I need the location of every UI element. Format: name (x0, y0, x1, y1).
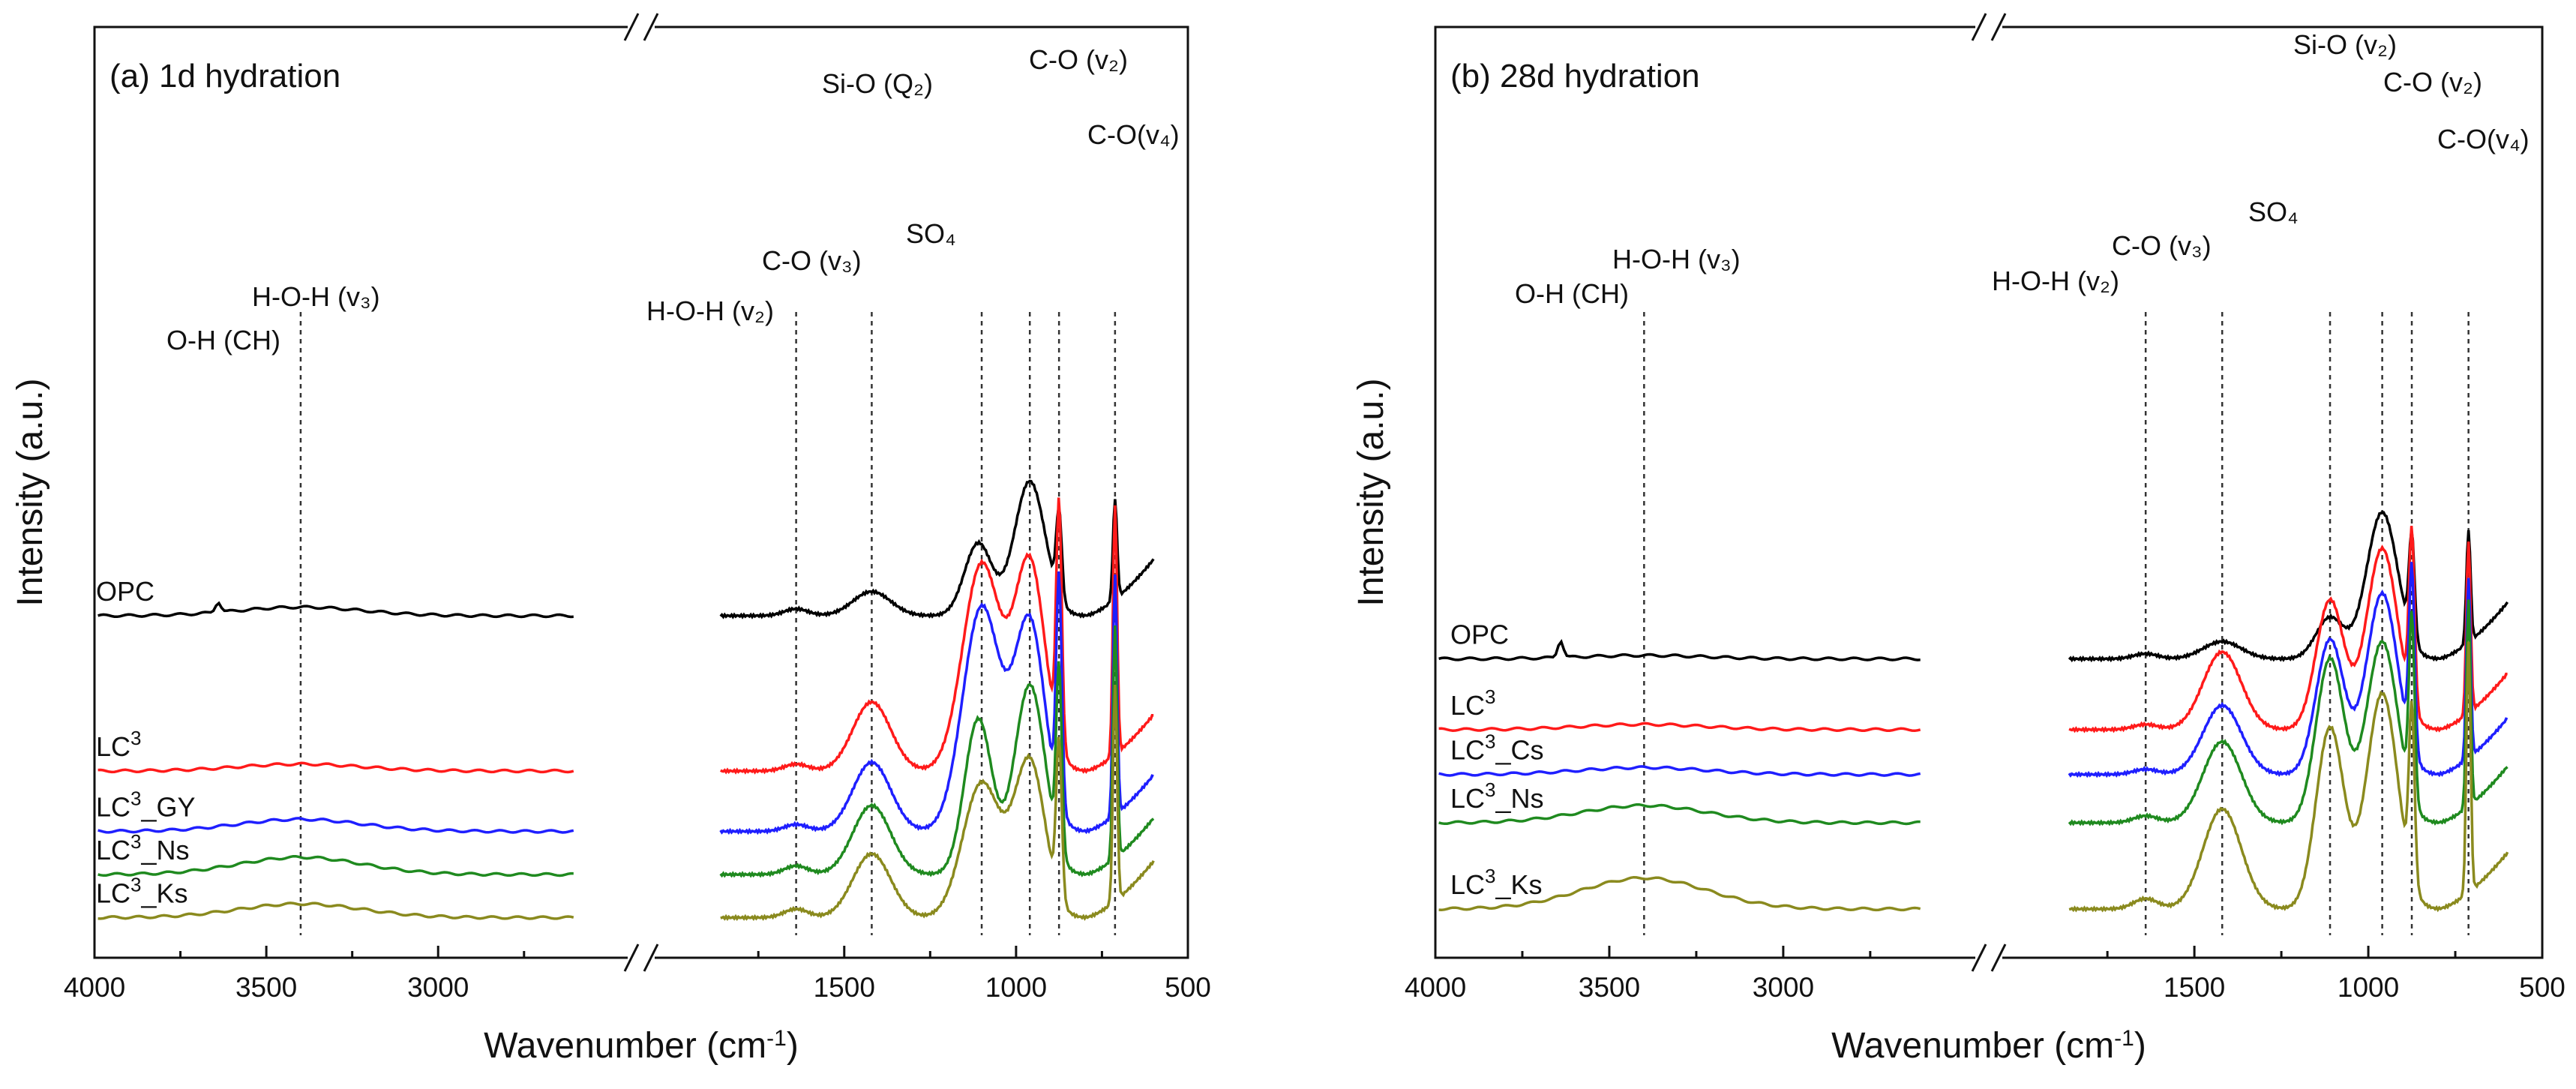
series-line-LC3_Cs-high (1438, 765, 1921, 777)
peak-annotation: Si-O (v₂) (2293, 29, 2397, 60)
axis-break-mark (1971, 944, 1987, 972)
series-line-LC3_Cs-low (2068, 562, 2509, 778)
series-line-LC3_GY-low (719, 571, 1154, 836)
series-line-LC3-low (720, 497, 1154, 775)
axis-break-mark (1990, 13, 2007, 41)
peak-annotation: C-O (v₃) (762, 245, 862, 276)
axis-break-mark (623, 13, 640, 41)
x-tick-label: 1500 (814, 972, 875, 1003)
plot-frame (1434, 26, 2544, 959)
panel-title: (b) 28d hydration (1450, 58, 1700, 94)
series-label: LC3_Ns (96, 830, 190, 866)
x-tick-label: 4000 (64, 972, 125, 1003)
series-line-LC3_Ns-low (719, 625, 1155, 878)
chart-panel-a: 4000 3500 3000 1500 1000 500 Wavenumber (cm-1)… (10, 12, 1211, 1066)
peak-annotation: C-O(v₄) (1087, 119, 1180, 150)
x-tick-label: 3000 (1753, 972, 1814, 1003)
series-label: LC3_Ks (1450, 865, 1543, 900)
series-label: LC3_Ns (1450, 778, 1544, 814)
series-line-OPC-low (719, 479, 1155, 620)
series-line-OPC-low (2068, 511, 2509, 663)
peak-annotation: H-O-H (v₃) (1612, 244, 1741, 274)
peak-annotation: C-O (v₂) (2383, 67, 2482, 98)
series-label: LC3 (96, 727, 142, 762)
chart-panel-b: 4000 3500 3000 1500 1000 500 Wavenumber (cm-1)… (1351, 12, 2566, 1066)
peak-annotation: H-O-H (v₃) (252, 281, 380, 312)
peak-annotation: H-O-H (v₂) (1992, 266, 2119, 296)
series-label: LC3 (1450, 686, 1496, 721)
series-line-LC3_Ks-high (97, 902, 574, 920)
axis-break-mark (1971, 13, 1987, 41)
x-axis-title: Wavenumber (cm-1) (484, 1026, 799, 1066)
series-line-OPC-high (1438, 638, 1921, 662)
peak-annotation: C-O(v₄) (2437, 124, 2530, 154)
series-line-LC3-high (97, 761, 574, 774)
x-tick-label: 3000 (407, 972, 469, 1003)
x-tick-label: 500 (2519, 972, 2566, 1003)
series-line-OPC-high (97, 601, 574, 619)
axis-break-mark (643, 944, 659, 972)
x-tick-label: 500 (1165, 972, 1211, 1003)
peak-annotation: SO₄ (2248, 196, 2299, 227)
series-line-LC3-high (1438, 722, 1921, 733)
panel-title: (a) 1d hydration (109, 58, 340, 94)
series-label: LC3_Ks (96, 874, 188, 909)
peak-annotation: SO₄ (906, 218, 956, 249)
peak-annotation: H-O-H (v₂) (646, 296, 774, 326)
x-tick-label: 4000 (1405, 972, 1466, 1003)
series-line-LC3-low (2068, 526, 2508, 734)
series-label: LC3_Cs (1450, 730, 1544, 766)
peak-annotation: Si-O (Q₂) (822, 68, 933, 99)
x-tick-label: 1500 (2164, 972, 2225, 1003)
axis-break-mark (643, 13, 659, 41)
axis-break-mark (1990, 944, 2007, 972)
series-line-LC3_GY-high (97, 817, 574, 834)
x-tick-label: 1000 (985, 972, 1047, 1003)
peak-annotation: C-O (v₃) (2112, 230, 2212, 261)
series-line-LC3_Ks-high (1438, 875, 1921, 912)
series-line-LC3_Ns-high (1438, 802, 1921, 826)
x-tick-label: 3500 (1579, 972, 1640, 1003)
peak-annotation: C-O (v₂) (1029, 44, 1128, 75)
y-axis-title: Intensity (a.u.) (1351, 378, 1391, 606)
series-label: LC3_GY (96, 788, 196, 823)
axis-break-mark (623, 944, 640, 972)
series-label: OPC (1450, 620, 1509, 650)
series-line-LC3_Ns-low (2068, 599, 2509, 826)
series-line-LC3_Ks-low (720, 684, 1155, 921)
series-label: OPC (96, 576, 154, 607)
x-tick-label: 3500 (235, 972, 297, 1003)
series-line-LC3_Ns-high (97, 854, 574, 878)
x-tick-label: 1000 (2338, 972, 2399, 1003)
y-axis-title: Intensity (a.u.) (10, 378, 50, 606)
peak-annotation: O-H (CH) (166, 325, 280, 356)
series-line-LC3_Ks-low (2068, 641, 2509, 913)
peak-annotation: O-H (CH) (1515, 278, 1629, 309)
x-axis-title: Wavenumber (cm-1) (1831, 1026, 2146, 1066)
